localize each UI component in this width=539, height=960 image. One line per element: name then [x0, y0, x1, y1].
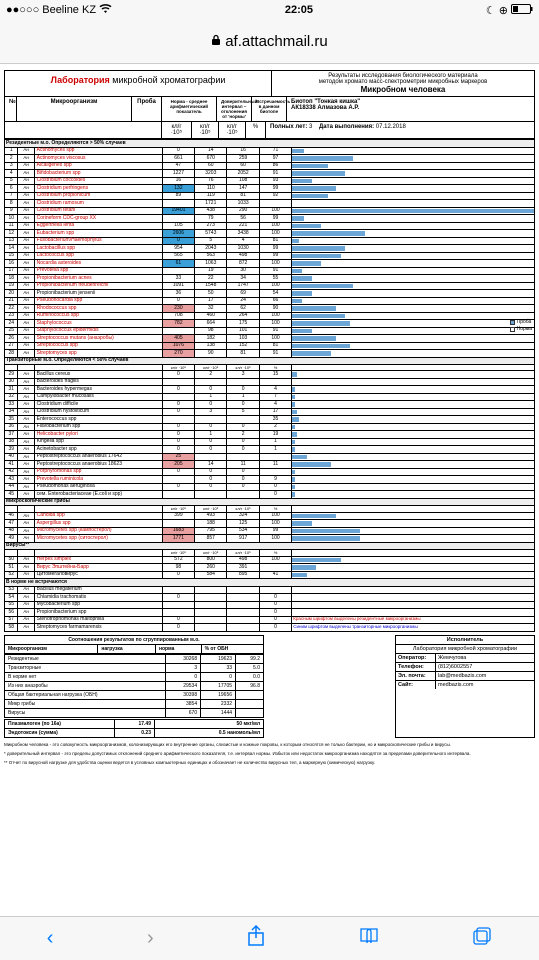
moon-icon: ☾ — [486, 4, 496, 17]
rotation-lock-icon: ⊕ — [499, 4, 508, 17]
share-button[interactable] — [247, 925, 265, 953]
back-button[interactable]: ‹ — [47, 927, 54, 950]
signal-dots: ●●○○○ — [6, 4, 39, 16]
executor-box: Исполнитель Лаборатория микробной хромат… — [395, 635, 535, 738]
pct-hdr: % — [246, 122, 266, 138]
lock-icon — [211, 33, 221, 50]
patient-block: Биотоп "Тонкая кишка" АК18338 Алмазова А… — [287, 97, 534, 121]
unit3: кл/г ·10⁵ — [219, 122, 246, 138]
info-right: Полных лет: 3 Дата выполнения: 07.12.201… — [266, 122, 534, 138]
bookmarks-button[interactable] — [359, 927, 379, 951]
unit1: кл/г ·10⁵ — [162, 122, 192, 138]
url-box[interactable]: af.attachmail.ru — [211, 33, 328, 50]
toolbar: ‹ › — [0, 916, 539, 960]
wifi-icon — [99, 4, 112, 17]
unit2: кл/г ·10⁵ — [192, 122, 219, 138]
browser-bar: af.attachmail.ru — [0, 20, 539, 64]
lab-title: Лаборатория микробной хроматографии — [5, 71, 272, 96]
clock: 22:05 — [285, 4, 313, 16]
status-bar: ●●○○○ Beeline KZ 22:05 ☾ ⊕ — [0, 0, 539, 20]
carrier: Beeline KZ — [42, 4, 96, 16]
col-ci: Доверительный интервал – отклонения от '… — [217, 97, 252, 121]
summary-block: Соотношения результатов по сгруппированн… — [4, 635, 264, 738]
forward-button: › — [147, 927, 154, 950]
footnotes: Микробном человека - это совокупность ми… — [4, 742, 535, 766]
col-freq: Встречаемость в данном биотопе — [252, 97, 287, 121]
tabs-button[interactable] — [472, 926, 492, 952]
col-probe: Проба — [132, 97, 162, 121]
col-norm: Норма - среднее арифметический показател… — [162, 97, 217, 121]
col-num: № — [5, 97, 17, 121]
results-table: Резидентные м.о. Определяются > 50% случ… — [4, 139, 535, 632]
col-org: Микроорганизм — [17, 97, 132, 121]
report-title: Результаты исследования биологического м… — [272, 71, 534, 96]
battery-icon — [511, 4, 533, 17]
document-viewport[interactable]: Лаборатория микробной хроматографии Резу… — [0, 64, 539, 916]
url-host: af.attachmail.ru — [225, 33, 328, 50]
